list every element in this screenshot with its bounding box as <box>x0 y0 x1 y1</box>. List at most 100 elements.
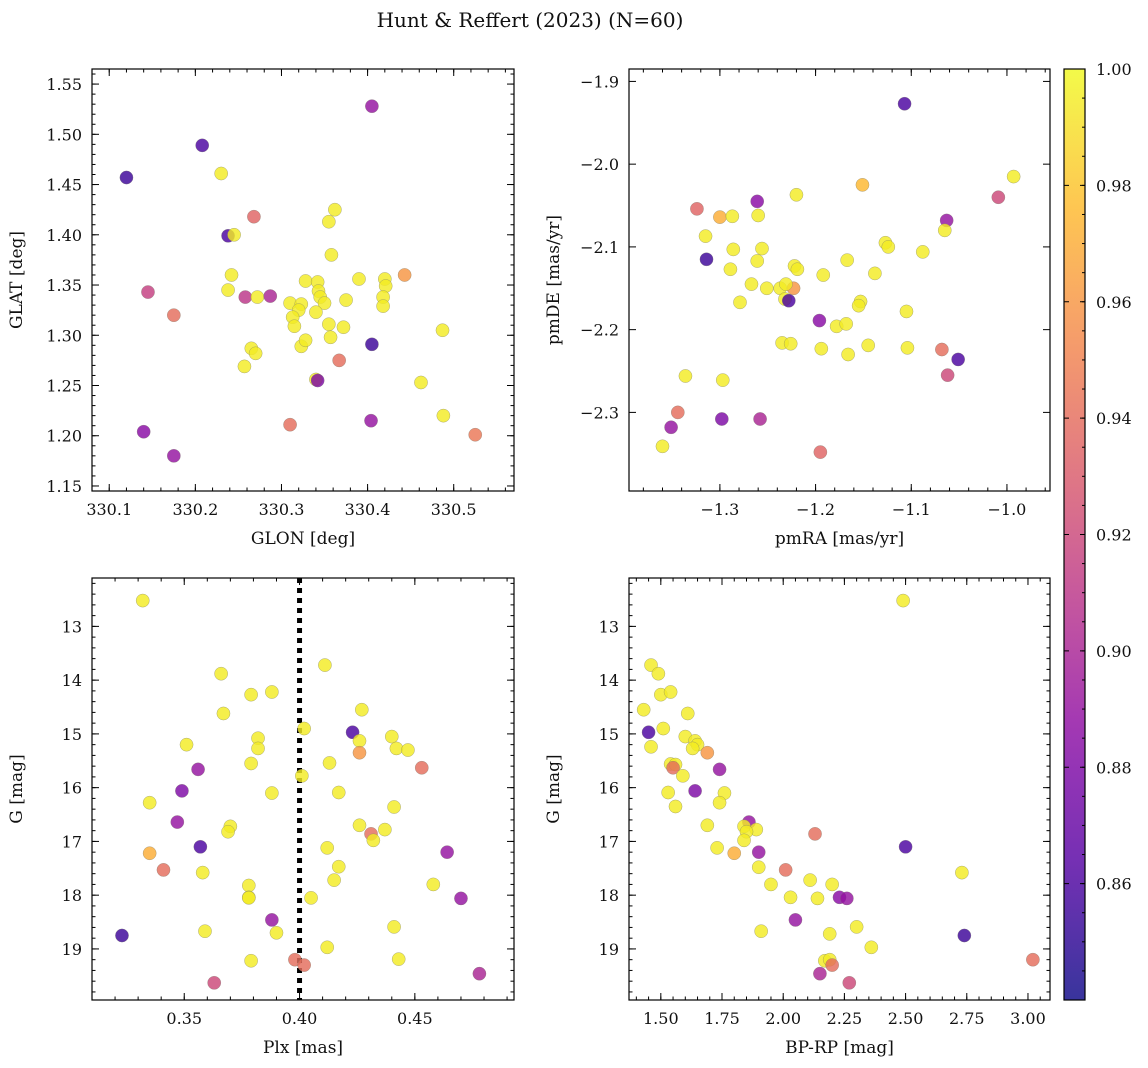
data-point <box>751 208 766 223</box>
data-point <box>881 240 896 254</box>
data-point <box>666 760 680 775</box>
y-axis-label: G [mag] <box>7 754 27 823</box>
data-point <box>384 729 399 744</box>
y-tick-label: 1.50 <box>46 125 82 144</box>
colorbar-tick-label: 0.86 <box>1096 875 1132 894</box>
data-point <box>298 274 313 288</box>
y-tick-label: 13 <box>62 617 82 636</box>
x-tick-label: 0.40 <box>282 1009 318 1028</box>
data-point <box>436 408 451 423</box>
y-tick-label: 17 <box>62 832 82 851</box>
data-point <box>900 341 915 355</box>
plot-frame <box>91 577 515 1001</box>
data-point <box>723 262 738 277</box>
data-point <box>237 359 252 374</box>
data-point <box>472 966 487 981</box>
colorbar-tick-label: 0.96 <box>1096 293 1132 312</box>
y-tick-label: 1.35 <box>46 276 82 295</box>
data-point <box>778 863 793 877</box>
data-point <box>331 785 346 800</box>
data-point <box>248 346 263 361</box>
data-point <box>825 877 840 892</box>
x-tick-label: 330.3 <box>259 500 305 519</box>
data-point <box>320 940 335 955</box>
data-point <box>897 96 912 111</box>
data-point <box>839 317 854 331</box>
x-axis-label: pmRA [mas/yr] <box>775 529 904 549</box>
data-point <box>1006 169 1021 184</box>
data-point <box>764 877 778 892</box>
scatter-panel-3: 0.35 0.40 0.45 13 14 15 16 17 18 19 Plx [mas] G [ma… <box>7 577 515 1058</box>
data-point <box>247 209 261 224</box>
y-tick-label: −2.2 <box>580 321 619 340</box>
x-tick-label: 3.00 <box>1010 1009 1046 1028</box>
data-point <box>414 760 429 775</box>
data-point <box>414 375 428 390</box>
data-point <box>170 815 185 829</box>
x-tick-label: 0.35 <box>166 1009 202 1028</box>
data-point <box>840 253 855 267</box>
data-point <box>808 827 822 841</box>
y-tick-label: 1.20 <box>46 427 82 446</box>
data-point <box>864 940 879 955</box>
data-point <box>366 833 381 848</box>
data-point <box>214 166 229 181</box>
data-point <box>899 304 914 319</box>
scatter-points <box>636 593 1040 990</box>
data-point <box>352 272 366 286</box>
data-point <box>940 368 955 383</box>
y-tick-label: 1.40 <box>46 226 82 245</box>
data-point <box>813 966 827 981</box>
data-point <box>327 873 341 887</box>
data-point <box>779 277 793 291</box>
y-tick-label: −2.0 <box>580 155 619 174</box>
data-point <box>710 841 724 855</box>
data-point <box>323 330 338 345</box>
data-point <box>700 745 715 760</box>
x-axis-label: BP-RP [mag] <box>785 1038 894 1058</box>
data-point <box>725 209 740 224</box>
data-point <box>265 913 279 927</box>
data-point <box>951 352 965 367</box>
data-point <box>685 741 700 756</box>
data-point <box>328 202 342 217</box>
data-point <box>352 734 367 748</box>
x-tick-label: 330.1 <box>86 500 132 519</box>
data-point <box>727 846 742 861</box>
data-point <box>663 685 678 699</box>
x-tick-label: −1.0 <box>988 500 1027 519</box>
y-tick-label: 1.55 <box>46 75 82 94</box>
data-point <box>320 841 335 855</box>
x-tick-label: 330.2 <box>172 500 218 519</box>
data-point <box>269 925 284 940</box>
data-point <box>265 685 279 699</box>
data-point <box>812 313 827 328</box>
x-tick-label: 1.50 <box>643 1009 679 1028</box>
data-point <box>352 745 367 760</box>
y-tick-label: 18 <box>599 886 619 905</box>
data-point <box>781 293 796 308</box>
data-point <box>790 262 805 277</box>
data-point <box>331 859 346 874</box>
data-point <box>283 417 297 432</box>
x-axis-label: GLON [deg] <box>251 529 355 549</box>
plot-frame <box>628 577 1051 1001</box>
data-point <box>207 975 222 990</box>
y-tick-label: 18 <box>62 886 82 905</box>
y-tick-label: 15 <box>599 725 619 744</box>
data-point <box>737 833 751 848</box>
data-point <box>468 427 483 442</box>
colorbar-tick-label: 0.92 <box>1096 526 1132 545</box>
data-point <box>378 822 392 837</box>
data-point <box>142 795 157 810</box>
data-point <box>244 687 258 702</box>
data-point <box>297 958 312 972</box>
data-point <box>849 920 864 934</box>
x-tick-label: −1.3 <box>700 500 739 519</box>
figure-title: Hunt & Reffert (2023) (N=60) <box>377 8 684 32</box>
data-point <box>700 818 715 833</box>
data-point <box>397 268 412 282</box>
data-point <box>141 285 155 299</box>
data-point <box>454 891 468 906</box>
